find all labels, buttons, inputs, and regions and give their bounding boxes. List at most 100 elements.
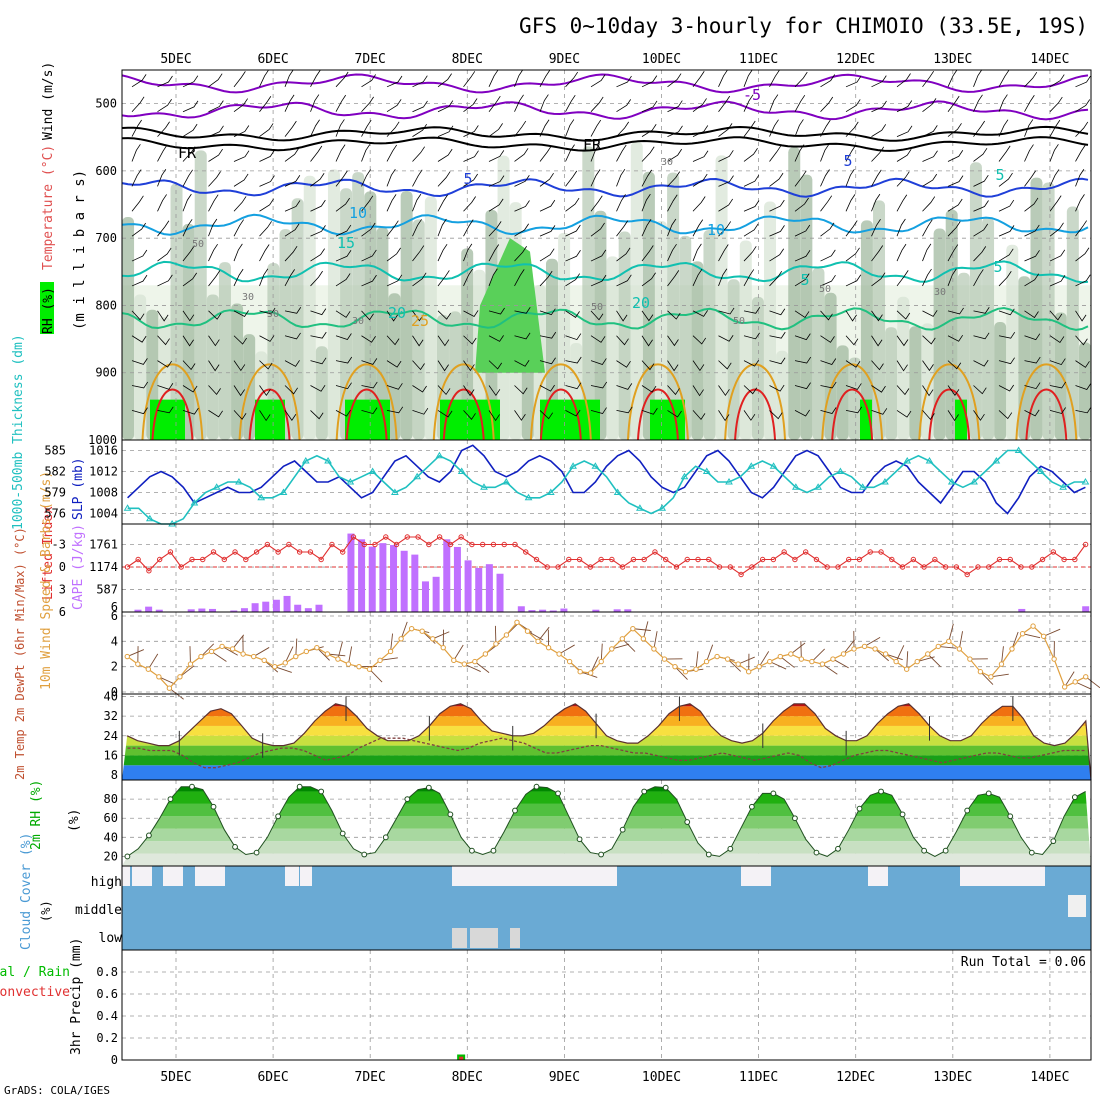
thickness-tick: 579: [44, 486, 66, 500]
rh-point: [556, 791, 561, 796]
millibars-label: (m i l l i b a r s): [72, 170, 88, 330]
rh-shade-column: [292, 198, 304, 440]
temp-label: 2m Temp 2m DewPt (6hr Min/Max) (°C): [13, 527, 27, 780]
thickness-tick: 585: [44, 444, 66, 458]
cape-bar: [411, 555, 418, 612]
date-label-bottom: 6DEC: [257, 1070, 288, 1085]
cloud-middle-block: [1068, 895, 1086, 917]
wind-speed-point: [926, 652, 930, 656]
wind-speed-point: [283, 661, 287, 665]
cloud-low-block: [490, 928, 498, 948]
rh-point: [879, 789, 884, 794]
cloud-high-gap: [132, 866, 152, 886]
date-label-bottom: 7DEC: [355, 1070, 386, 1085]
isotherm-label: 20: [632, 294, 650, 312]
wind-speed-point: [820, 662, 824, 666]
wind-speed-point: [525, 629, 529, 633]
cape-bar: [560, 609, 567, 612]
slp-tick: 1016: [89, 444, 118, 458]
rh-shade-column: [885, 327, 897, 440]
rh-shade-column: [970, 162, 982, 440]
isotherm-label: 5: [800, 271, 809, 289]
wind-speed-point: [357, 664, 361, 668]
precip-legend-rain: tal / Rain: [0, 965, 70, 980]
wind-speed-point: [325, 652, 329, 656]
wind-speed-point: [620, 637, 624, 641]
rh-point: [513, 808, 518, 813]
cape-bar: [315, 605, 322, 612]
isotherm-label: 50: [733, 316, 745, 327]
rh-point: [749, 804, 754, 809]
wind-speed-point: [420, 629, 424, 633]
rh-band: [122, 854, 1091, 866]
temp-tick: 40: [104, 689, 118, 703]
wind-speed-point: [947, 639, 951, 643]
cloud-low-block: [452, 928, 467, 948]
wind-speed-point: [483, 652, 487, 656]
wind-speed-point: [209, 649, 213, 653]
cloud-low-block: [510, 928, 520, 948]
date-label-top: 10DEC: [642, 52, 681, 67]
cloud-high-gap: [300, 866, 312, 886]
wind-speed-point: [578, 670, 582, 674]
rh-point: [362, 852, 367, 857]
rh-green-block: [955, 400, 967, 440]
lifted-index-tick: -3: [52, 538, 66, 552]
wind-speed-point: [409, 626, 413, 630]
isotherm-label: 30: [242, 292, 254, 303]
rh-point: [448, 812, 453, 817]
cloud-high-gap: [195, 866, 225, 886]
cape-bar: [379, 543, 386, 612]
pressure-tick: 500: [95, 97, 117, 111]
cape-bar: [252, 603, 259, 612]
rh-shade-column: [631, 142, 643, 440]
cape-bar: [454, 547, 461, 612]
wind-speed-point: [746, 670, 750, 674]
wind-speed-point: [1031, 624, 1035, 628]
wind-speed-point: [294, 654, 298, 658]
rh-green-block: [255, 400, 285, 440]
rh-shade-column: [764, 201, 776, 440]
wind-tick: 4: [111, 634, 118, 648]
date-label-bottom: 13DEC: [933, 1070, 972, 1085]
rh-point: [620, 827, 625, 832]
cape-bar: [294, 605, 301, 612]
date-label-top: 12DEC: [836, 52, 875, 67]
wind-speed-point: [494, 642, 498, 646]
precip-tick: 0.8: [96, 965, 118, 979]
cloud-label: Cloud Cover (%): [19, 833, 34, 950]
cape-bar: [198, 609, 205, 612]
rh-shade-column: [1030, 178, 1042, 440]
wind-speed-point: [567, 659, 571, 663]
pressure-tick: 700: [95, 231, 117, 245]
rh-point: [965, 808, 970, 813]
isotherm-label: 50: [591, 302, 603, 313]
cape-bar: [475, 568, 482, 612]
wind-speed-point: [188, 662, 192, 666]
rh-shade-column: [740, 240, 752, 440]
rh-shade-column: [316, 346, 328, 440]
date-label-bottom: 9DEC: [549, 1070, 580, 1085]
cape-tick: 587: [96, 583, 118, 597]
cape-bar: [347, 534, 354, 612]
temp-tick: 8: [111, 768, 118, 782]
rh-shade-column: [619, 232, 631, 440]
wind-speed-point: [662, 657, 666, 661]
rh-point: [125, 854, 130, 859]
rh-point: [383, 835, 388, 840]
date-label-top: 8DEC: [452, 52, 483, 67]
cape-bar: [358, 539, 365, 612]
rh-shade-column: [1006, 245, 1018, 440]
cape-bar: [273, 600, 280, 612]
wind-speed-point: [315, 645, 319, 649]
chart-title: GFS 0~10day 3-hourly for CHIMOIO (33.5E,…: [519, 14, 1088, 38]
wind-speed-point: [725, 657, 729, 661]
slp-label: SLP (mb): [71, 457, 86, 520]
rh-point: [814, 850, 819, 855]
pressure-tick: 800: [95, 298, 117, 312]
cape-bar: [497, 574, 504, 612]
rh-point: [577, 837, 582, 842]
cape-bar: [465, 560, 472, 612]
rh-shade-column: [897, 297, 909, 440]
